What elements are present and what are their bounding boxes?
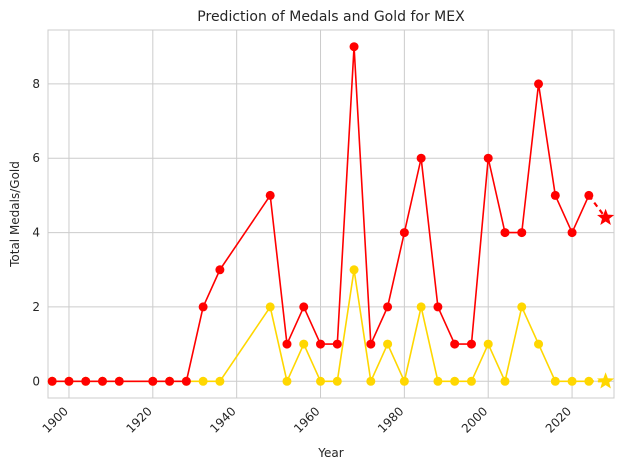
data-point [265, 302, 275, 312]
data-point [198, 376, 208, 386]
data-point [450, 339, 460, 349]
chart-title: Prediction of Medals and Gold for MEX [197, 9, 465, 25]
data-point [332, 339, 342, 349]
prediction-star [597, 372, 615, 389]
data-point [567, 376, 577, 386]
data-point [282, 376, 292, 386]
data-point [64, 376, 74, 386]
data-point [98, 376, 108, 386]
data-point [148, 376, 158, 386]
data-point [433, 376, 443, 386]
data-point [349, 42, 359, 52]
data-point [165, 376, 175, 386]
data-point [416, 302, 426, 312]
data-point [366, 339, 376, 349]
data-point [483, 339, 493, 349]
data-point [332, 376, 342, 386]
y-tick-label: 2 [32, 300, 40, 314]
data-point [282, 339, 292, 349]
data-point [567, 228, 577, 238]
data-point [47, 376, 57, 386]
data-point [198, 302, 208, 312]
data-point [517, 302, 527, 312]
data-point [500, 228, 510, 238]
data-point [265, 190, 275, 200]
data-point [466, 339, 476, 349]
data-point [450, 376, 460, 386]
data-point [383, 339, 393, 349]
y-tick-label: 8 [32, 77, 40, 91]
data-point [366, 376, 376, 386]
plot-frame [47, 29, 615, 399]
data-point [483, 153, 493, 163]
data-point [181, 376, 191, 386]
y-tick-label: 4 [32, 226, 40, 240]
data-point [534, 79, 544, 89]
data-point [316, 376, 326, 386]
series-layer [47, 42, 615, 389]
data-point [433, 302, 443, 312]
data-point [466, 376, 476, 386]
data-point [584, 190, 594, 200]
data-point [81, 376, 91, 386]
data-point [399, 228, 409, 238]
data-point [215, 265, 225, 275]
y-tick-label: 0 [32, 374, 40, 388]
data-point [316, 339, 326, 349]
data-point [584, 376, 594, 386]
y-tick-label: 6 [32, 151, 40, 165]
data-point [399, 376, 409, 386]
data-point [517, 228, 527, 238]
data-point [299, 339, 309, 349]
data-point [383, 302, 393, 312]
y-axis-label: Total Medals/Gold [8, 161, 22, 268]
data-point [299, 302, 309, 312]
data-point [534, 339, 544, 349]
data-point [215, 376, 225, 386]
data-point [500, 376, 510, 386]
x-axis-label: Year [317, 446, 343, 460]
data-point [416, 153, 426, 163]
data-point [349, 265, 359, 275]
prediction-line [587, 194, 607, 219]
data-point [114, 376, 124, 386]
prediction-star [597, 208, 615, 225]
data-point [550, 376, 560, 386]
data-point [550, 190, 560, 200]
